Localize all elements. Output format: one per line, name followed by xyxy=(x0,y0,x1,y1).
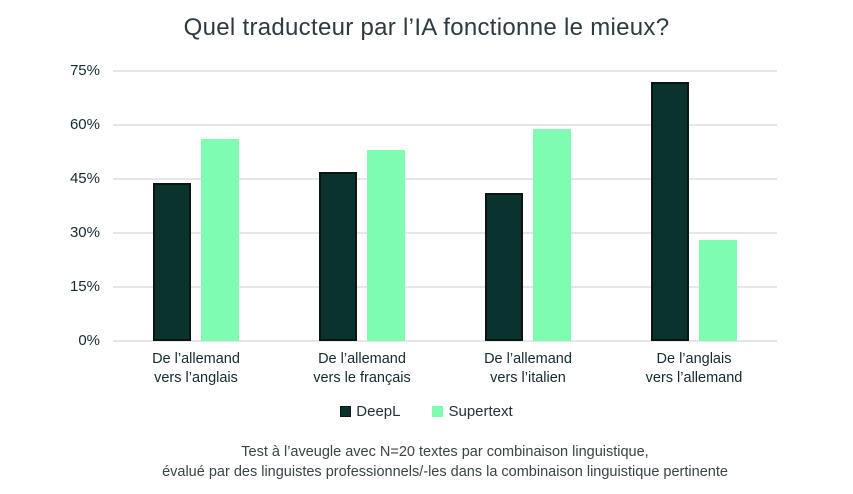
legend-item-deepl: DeepL xyxy=(340,403,400,420)
legend-label: Supertext xyxy=(448,403,513,420)
bar-supertext xyxy=(699,240,737,341)
x-axis-category-label: De l’allemand vers le français xyxy=(313,351,411,386)
bar-deepl xyxy=(651,81,689,341)
bar-supertext xyxy=(201,139,239,341)
gridline xyxy=(113,178,777,180)
x-axis-category-label: De l’allemand vers l’anglais xyxy=(152,351,240,386)
gridline xyxy=(113,232,777,234)
chart-title: Quel traducteur par l’IA fonctionne le m… xyxy=(183,14,670,41)
legend-label: DeepL xyxy=(356,403,401,420)
y-axis-tick-label: 45% xyxy=(69,170,100,187)
y-axis-tick-label: 60% xyxy=(69,116,100,133)
bar-group xyxy=(445,71,611,341)
plot-area xyxy=(113,70,777,342)
gridline xyxy=(113,340,777,342)
bar-group xyxy=(611,71,777,341)
bar-group xyxy=(279,71,445,341)
gridline xyxy=(113,124,777,126)
bar-supertext xyxy=(533,128,571,341)
legend: DeepL Supertext xyxy=(0,403,853,420)
y-axis-tick-label: 30% xyxy=(69,224,100,241)
legend-swatch-supertext xyxy=(432,406,444,417)
bar-deepl xyxy=(319,171,357,341)
legend-item-supertext: Supertext xyxy=(432,403,513,420)
gridline xyxy=(113,286,777,288)
bar-supertext xyxy=(367,150,405,341)
y-axis-tick-label: 15% xyxy=(69,278,100,295)
gridline xyxy=(113,70,777,72)
bar-group xyxy=(113,71,279,341)
y-axis-tick-label: 75% xyxy=(69,62,100,79)
bar-deepl xyxy=(485,193,523,341)
x-axis-category-label: De l’allemand vers l’italien xyxy=(484,351,572,386)
footnote: Test à l’aveugle avec N=20 textes par co… xyxy=(162,444,728,480)
x-axis-category-label: De l’anglais vers l’allemand xyxy=(645,351,743,386)
legend-swatch-deepl xyxy=(340,406,352,417)
bar-deepl xyxy=(153,182,191,341)
y-axis-tick-label: 0% xyxy=(78,332,100,349)
